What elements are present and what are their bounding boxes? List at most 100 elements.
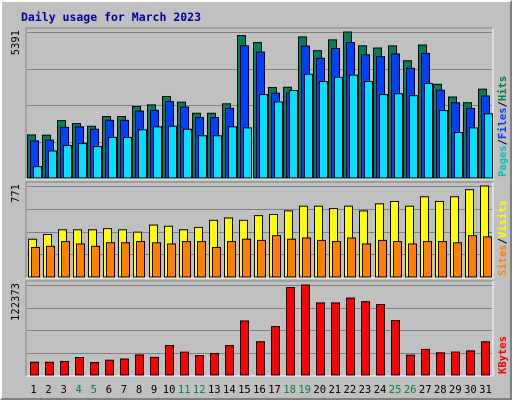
- bar-pages-day-29: [454, 132, 463, 179]
- x-tick-label: 4: [76, 384, 82, 396]
- x-tick-label: 19: [298, 384, 311, 396]
- legend-visits: Visits: [497, 200, 509, 238]
- bar-pages-day-16: [259, 94, 268, 179]
- bar-sites-day-23: [362, 243, 371, 278]
- bar-sites-day-5: [91, 245, 100, 278]
- bar-pages-day-15: [243, 127, 252, 179]
- bar-kbytes-day-2: [45, 361, 54, 376]
- x-tick-label: 10: [163, 384, 176, 396]
- bar-pages-day-17: [274, 101, 283, 179]
- x-tick-label: 28: [434, 384, 447, 396]
- legend-kbytes: KBytes: [497, 336, 509, 374]
- bar-kbytes-day-25: [391, 320, 400, 376]
- x-tick-label: 8: [136, 384, 142, 396]
- x-tick-label: 3: [60, 384, 66, 396]
- bar-sites-day-6: [106, 242, 115, 278]
- bar-sites-day-4: [76, 243, 85, 278]
- bar-sites-day-7: [121, 242, 130, 278]
- x-axis-ticks: 1 2 3 4 5 6 7 8 9 10 11 12 13 14 15 16 17 18 19 20 21 22 23 24 2…: [30, 384, 491, 396]
- chart-title: Daily usage for March 2023: [21, 10, 201, 24]
- x-tick-label: 9: [151, 384, 157, 396]
- bar-sites-day-9: [152, 242, 161, 278]
- bar-sites-day-26: [408, 243, 417, 278]
- bar-sites-day-22: [347, 237, 356, 278]
- bar-sites-day-19: [302, 237, 311, 278]
- bar-pages-day-1: [33, 166, 42, 179]
- bar-sites-day-16: [257, 239, 266, 278]
- chart-panels: 5391Pages/Files/Hits771Sites/Visits12237…: [10, 27, 509, 377]
- bar-kbytes-day-28: [436, 352, 445, 376]
- bar-sites-day-31: [483, 236, 492, 278]
- bar-pages-day-25: [394, 93, 403, 179]
- bar-kbytes-day-24: [376, 304, 385, 376]
- bar-sites-day-1: [31, 246, 40, 278]
- bar-pages-day-20: [319, 81, 328, 179]
- legend-kbytes: KBytes: [497, 336, 509, 374]
- x-tick-label: 5: [91, 384, 97, 396]
- x-tick-label: 24: [374, 384, 387, 396]
- bar-sites-day-12: [197, 241, 206, 278]
- bar-pages-day-19: [304, 73, 313, 179]
- bar-kbytes-day-22: [346, 297, 355, 376]
- bar-pages-day-12: [198, 135, 207, 179]
- bar-pages-day-11: [183, 128, 192, 179]
- legend-pages: Pages: [497, 145, 509, 177]
- y-max-label: 122373: [10, 283, 22, 321]
- legend-sites: Sites: [497, 244, 509, 276]
- bar-sites-day-20: [317, 239, 326, 278]
- x-tick-label: 22: [344, 384, 357, 396]
- bar-sites-day-11: [182, 241, 191, 278]
- bar-pages-day-31: [484, 113, 493, 179]
- bar-kbytes-day-9: [150, 356, 159, 376]
- bar-kbytes-day-21: [331, 302, 340, 376]
- bar-kbytes-day-23: [361, 301, 370, 376]
- bar-sites-day-8: [136, 241, 145, 278]
- bar-kbytes-day-19: [301, 284, 310, 376]
- x-tick-label: 17: [268, 384, 281, 396]
- bar-kbytes-day-31: [481, 341, 490, 376]
- panel-kbytes: 122373 KBytes: [10, 280, 509, 377]
- series-kbytes: [30, 284, 490, 376]
- bar-pages-day-2: [48, 150, 57, 179]
- bar-sites-day-15: [242, 238, 251, 278]
- bar-pages-day-24: [379, 94, 388, 179]
- bar-sites-day-18: [287, 238, 296, 278]
- x-tick-label: 26: [404, 384, 417, 396]
- bar-kbytes-day-6: [105, 359, 114, 376]
- bar-kbytes-day-1: [30, 361, 39, 376]
- bar-kbytes-day-18: [286, 287, 295, 376]
- x-tick-label: 11: [178, 384, 191, 396]
- bar-kbytes-day-17: [271, 326, 280, 376]
- x-tick-label: 29: [449, 384, 462, 396]
- panel-visits: 771 Sites/Visits: [10, 181, 509, 279]
- x-tick-label: 1: [30, 384, 36, 396]
- bar-sites-day-25: [393, 241, 402, 278]
- bar-kbytes-day-20: [316, 302, 325, 376]
- bar-sites-day-3: [61, 241, 70, 278]
- bar-pages-day-22: [349, 74, 358, 179]
- bar-sites-day-17: [272, 235, 281, 278]
- bar-pages-day-6: [108, 136, 117, 179]
- legend-files: Files: [497, 107, 509, 139]
- legend-visits: Sites/Visits: [497, 200, 509, 276]
- series-pages: [33, 73, 493, 179]
- bar-sites-day-29: [453, 242, 462, 278]
- bar-pages-day-8: [138, 129, 147, 179]
- bar-kbytes-day-13: [210, 352, 219, 376]
- bar-pages-day-27: [424, 82, 433, 179]
- bar-sites-day-2: [46, 245, 55, 278]
- bar-kbytes-day-8: [135, 354, 144, 376]
- bar-kbytes-day-3: [60, 360, 69, 376]
- bar-kbytes-day-7: [120, 358, 129, 376]
- x-tick-label: 21: [328, 384, 341, 396]
- legend-hits: Pages/Files/Hits: [497, 76, 509, 177]
- bar-pages-day-28: [439, 110, 448, 179]
- series-sites: [31, 235, 492, 278]
- bar-kbytes-day-12: [195, 355, 204, 376]
- x-tick-label: 31: [479, 384, 492, 396]
- bar-kbytes-day-4: [75, 356, 84, 376]
- bar-kbytes-day-15: [240, 320, 249, 376]
- bar-pages-day-26: [409, 95, 418, 179]
